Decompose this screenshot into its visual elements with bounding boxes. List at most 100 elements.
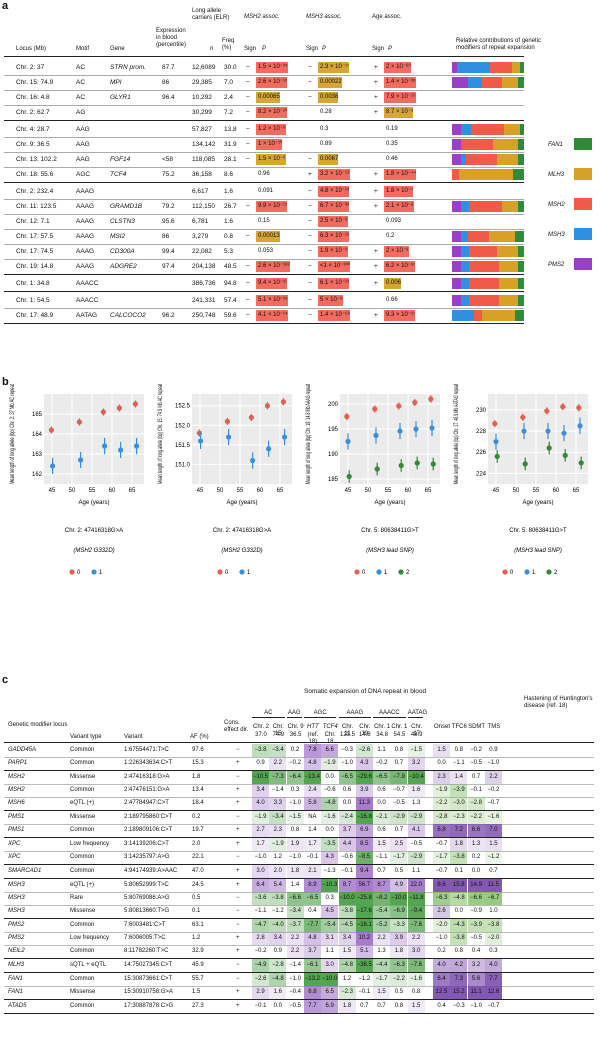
cell-s2: − (246, 263, 250, 270)
effect-value: −4.7 (252, 919, 269, 932)
panel-c-row: FAN1 Common 15:30873661:C>T 55.7− −2.6 −4.8 −1… (4, 973, 594, 986)
cell-pa: 1.8 × 10⁻⁴⁴ (384, 169, 417, 180)
cell-expr: 96.2 (162, 312, 175, 319)
contribution-segment (512, 62, 520, 73)
data-point (494, 453, 500, 460)
cell-locus: NEIL2 (8, 948, 25, 954)
cell-locus: MSH3 (8, 908, 25, 914)
data-point (428, 396, 434, 402)
cell-variant: 15:30873661:C>T (124, 976, 173, 982)
effect-value: 5.8 (303, 797, 321, 810)
effect-value: 0.9 (489, 747, 498, 753)
cell-type: Common (70, 1003, 95, 1009)
data-point (412, 399, 418, 406)
cell-locus: Chr. 15: 74.9 (16, 79, 54, 86)
y-tick-label: 162 (32, 472, 43, 478)
legend-dot-2 (398, 569, 404, 575)
legend-dot-0 (502, 569, 508, 575)
header-n: n (210, 46, 214, 52)
cell-variant: 17:30887878:C>G (124, 1003, 174, 1009)
cell-locus: GADD45A (8, 747, 37, 753)
cell-p3: 2.5 × 10⁻⁶ (318, 216, 348, 227)
effect-value: −0.5 (470, 935, 483, 941)
effect-value: −3.8 (450, 932, 468, 945)
effect-value: 4.8 (303, 757, 321, 770)
data-point (492, 421, 498, 427)
cell-af: 32.9 (192, 948, 204, 954)
effect-value: −0.5 (392, 800, 405, 806)
cell-p3: 1.9 × 10⁻⁹ (318, 246, 348, 257)
cell-pa: 6.2 × 10⁻³⁷ (384, 261, 416, 272)
effect-value: 0.2 (471, 854, 481, 860)
effect-value: −0.7 (435, 868, 448, 874)
contribution-segment (518, 201, 524, 212)
effect-value: 1.5 (433, 744, 450, 757)
cell-freq: 7.2 (224, 109, 234, 116)
cell-gene: CALCOCO2 (110, 312, 146, 319)
cell-motif: AAAG (76, 203, 95, 210)
contribution-bar (452, 124, 524, 135)
effect-value: 0.4 (437, 1003, 446, 1009)
cell-locus: MSH2 (8, 787, 25, 793)
cell-p3: 5 × 10⁻⁹ (318, 295, 343, 306)
age-plot-3: 185 190 195 200 45 50 55 60 65 Mean length of lon… (306, 384, 440, 576)
effect-value: −2.2 (433, 797, 450, 810)
effect-value: 4.3 (321, 851, 339, 864)
cell-type: Missense (70, 814, 96, 820)
effect-value: 0.1 (454, 868, 463, 874)
effect-value: −1.9 (269, 838, 287, 851)
effect-value: 1.4 (308, 827, 317, 833)
cell-locus: Chr. 19: 14.8 (16, 263, 54, 270)
effect-value: 0.4 (308, 908, 317, 914)
effect-value: 6.9 (355, 824, 373, 837)
header-elr: Long allele carriers (ELR) (192, 8, 230, 21)
contribution-segment (519, 124, 524, 135)
effect-value: −0.7 (435, 841, 448, 847)
data-point (430, 461, 436, 467)
column-header: 123.5 (339, 732, 355, 738)
effect-value: 6.9 (321, 1000, 339, 1013)
effect-value: 0.8 (290, 827, 300, 833)
effect-value: 0.2 (290, 747, 300, 753)
panel-c-row: PMS1 Common 2:189809106:C>T 19.7 +2.7 2.3 0.8 1… (4, 824, 594, 837)
cell-af: 24.5 (192, 882, 204, 888)
y-axis-label: Mean length of long allele (bp) Chr. 2: … (10, 384, 16, 484)
legend-text: 0 (77, 570, 81, 576)
cell-sa: + (374, 263, 378, 270)
contribution-segment (452, 295, 461, 306)
effect-value: −36.5 (355, 959, 373, 972)
cell-s2: − (246, 312, 250, 319)
cell-type: Missense (70, 989, 96, 995)
effect-value: 1.8 (390, 945, 408, 958)
cell-type: Common (70, 976, 95, 982)
cell-n: 12,6089 (192, 64, 216, 71)
cell-n: 386,736 (192, 280, 216, 287)
repeat-group-header: AAACC (373, 710, 406, 718)
cell-expr: 79.2 (162, 203, 175, 210)
cell-gene: ADGRE2 (110, 263, 137, 270)
legend-text: 2 (406, 570, 410, 576)
contribution-segment (468, 246, 498, 257)
effect-value: −2.6 (355, 744, 373, 757)
data-point (345, 438, 351, 445)
effect-value: −2.9 (407, 851, 425, 864)
effect-value: 1.1 (325, 948, 334, 954)
panel-a-row: Chr. 2: 37 AC STRN prom. 87.7 12,6089 30.0−1.… (4, 60, 594, 75)
cell-n: 118,085 (192, 156, 216, 163)
cell-sa: + (374, 248, 378, 255)
contribution-segment (452, 201, 462, 212)
cell-type: Missense (70, 774, 96, 780)
cell-p2: 9.9 × 10⁻¹¹ (256, 201, 288, 212)
panel-a-row: Chr. 12: 7.1 AAAG CLSTN3 95.6 6,781 1.6 0.15 −2… (4, 214, 594, 229)
cell-locus: MLH3 (8, 962, 25, 968)
effect-value: −10.0 (338, 892, 356, 905)
effect-value: 7.0 (484, 824, 502, 837)
data-point (116, 405, 122, 411)
effect-value: −3.8 (269, 892, 287, 905)
cell-motif: AGC (76, 171, 91, 178)
cell-af: 1.5 (192, 989, 201, 995)
cell-dir: − (236, 976, 240, 982)
cell-locus: Chr. 1: 34.8 (16, 280, 50, 287)
effect-value: −0.2 (254, 948, 267, 954)
legend-label: MSH2 (548, 202, 565, 208)
